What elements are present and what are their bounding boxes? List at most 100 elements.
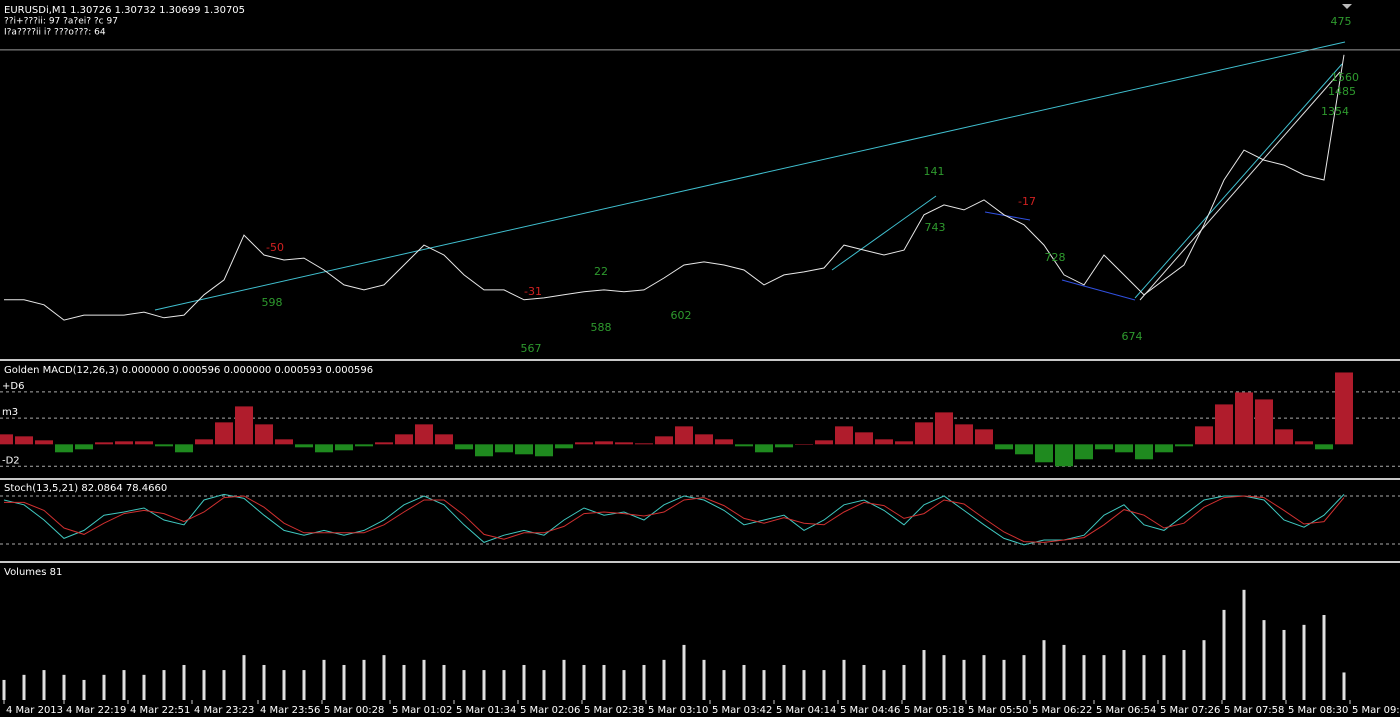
histogram-bar bbox=[435, 434, 453, 445]
volume-bar bbox=[482, 670, 486, 700]
histogram-bar bbox=[975, 429, 993, 445]
volume-bar bbox=[1202, 640, 1206, 700]
histogram-bar bbox=[355, 444, 373, 447]
series-line bbox=[3, 493, 1345, 546]
histogram-bar bbox=[475, 444, 493, 457]
volume-bar bbox=[1242, 589, 1246, 700]
annotation: 728 bbox=[1045, 251, 1066, 264]
histogram-bar bbox=[135, 441, 153, 445]
series-line bbox=[4, 495, 1345, 543]
annotation: -17 bbox=[1018, 195, 1036, 208]
volume-bar bbox=[822, 670, 826, 700]
annotation: 1485 bbox=[1328, 85, 1356, 98]
histogram-bar bbox=[1315, 444, 1333, 450]
histogram-bar bbox=[635, 443, 653, 445]
volume-bar bbox=[1322, 615, 1326, 700]
level-label: -D2 bbox=[2, 455, 20, 466]
histogram-bar bbox=[895, 441, 913, 445]
histogram-bar bbox=[195, 439, 213, 445]
shift-marker bbox=[1342, 4, 1352, 9]
volume-bar bbox=[402, 664, 406, 700]
volume-bar bbox=[442, 664, 446, 700]
histogram-bar bbox=[415, 424, 433, 445]
volume-bar bbox=[662, 659, 666, 700]
volume-bar bbox=[922, 650, 926, 700]
volume-bar bbox=[182, 664, 186, 700]
x-tick-label: 5 Mar 04:14 bbox=[776, 705, 836, 716]
volume-bar bbox=[1182, 650, 1186, 700]
volume-bar bbox=[1082, 655, 1086, 700]
histogram-bar bbox=[1335, 372, 1353, 445]
histogram-bar bbox=[395, 434, 413, 445]
histogram-bar bbox=[735, 444, 753, 447]
histogram-bar bbox=[655, 436, 673, 445]
volume-bar bbox=[582, 664, 586, 700]
trend-line bbox=[1139, 71, 1341, 301]
x-tick-label: 5 Mar 01:02 bbox=[392, 705, 452, 716]
histogram-bar bbox=[775, 444, 793, 448]
histogram-bar bbox=[75, 444, 93, 450]
histogram-bar bbox=[115, 441, 133, 445]
volume-bar bbox=[802, 670, 806, 700]
volume-bar bbox=[202, 670, 206, 700]
volume-bar bbox=[982, 655, 986, 700]
volume-bar bbox=[842, 659, 846, 700]
volume-bar bbox=[1142, 655, 1146, 700]
x-tick-label: 5 Mar 07:58 bbox=[1224, 705, 1284, 716]
x-tick-label: 5 Mar 07:26 bbox=[1160, 705, 1220, 716]
volume-bar bbox=[342, 664, 346, 700]
volume-bar bbox=[522, 664, 526, 700]
x-tick-label: 5 Mar 08:30 bbox=[1288, 705, 1348, 716]
volume-bar bbox=[1062, 644, 1066, 700]
panel-title: EURUSDi,M1 1.30726 1.30732 1.30699 1.307… bbox=[4, 5, 245, 16]
histogram-bar bbox=[535, 444, 553, 457]
histogram-bar bbox=[455, 444, 473, 450]
annotation: 743 bbox=[925, 221, 946, 234]
histogram-bar bbox=[335, 444, 353, 451]
volume-bar bbox=[862, 664, 866, 700]
volume-bar bbox=[282, 670, 286, 700]
x-tick-label: 5 Mar 05:18 bbox=[904, 705, 964, 716]
histogram-bar bbox=[675, 426, 693, 445]
volume-bar bbox=[322, 659, 326, 700]
histogram-bar bbox=[1195, 426, 1213, 445]
histogram-bar bbox=[795, 444, 813, 445]
histogram-bar bbox=[315, 444, 333, 453]
histogram-bar bbox=[1075, 444, 1093, 460]
panel-title: Golden MACD(12,26,3) 0.000000 0.000596 0… bbox=[4, 365, 373, 376]
histogram-bar bbox=[715, 439, 733, 445]
panel-title: Stoch(13,5,21) 82.0864 78.4660 bbox=[4, 483, 167, 494]
histogram-bar bbox=[375, 442, 393, 445]
histogram-bar bbox=[595, 441, 613, 445]
histogram-bar bbox=[1095, 444, 1113, 450]
trend-line bbox=[831, 195, 937, 271]
histogram-bar bbox=[1155, 444, 1173, 453]
price-line bbox=[4, 54, 1345, 321]
histogram-bar bbox=[215, 422, 233, 445]
histogram-bar bbox=[855, 432, 873, 445]
volume-bar bbox=[682, 644, 686, 700]
x-tick-label: 4 Mar 23:56 bbox=[260, 705, 320, 716]
volume-bar bbox=[882, 670, 886, 700]
volume-bar bbox=[1342, 672, 1346, 700]
volume-bar bbox=[422, 659, 426, 700]
volume-bar bbox=[122, 670, 126, 700]
histogram-bar bbox=[155, 444, 173, 447]
volume-bar bbox=[1042, 640, 1046, 700]
volume-bar bbox=[742, 664, 746, 700]
volume-bar bbox=[382, 655, 386, 700]
volume-bar bbox=[1102, 655, 1106, 700]
histogram-bar bbox=[1235, 392, 1253, 445]
volume-bar bbox=[1122, 650, 1126, 700]
volume-bar bbox=[222, 670, 226, 700]
volume-bar bbox=[502, 670, 506, 700]
volume-bar bbox=[1302, 624, 1306, 700]
annotation: 475 bbox=[1331, 15, 1352, 28]
volume-bar bbox=[622, 670, 626, 700]
histogram-bar bbox=[935, 412, 953, 445]
histogram-bar bbox=[1255, 399, 1273, 445]
histogram-bar bbox=[995, 444, 1013, 450]
histogram-bar bbox=[1175, 444, 1193, 447]
panel-title: Volumes 81 bbox=[4, 567, 62, 578]
histogram-bar bbox=[575, 442, 593, 445]
